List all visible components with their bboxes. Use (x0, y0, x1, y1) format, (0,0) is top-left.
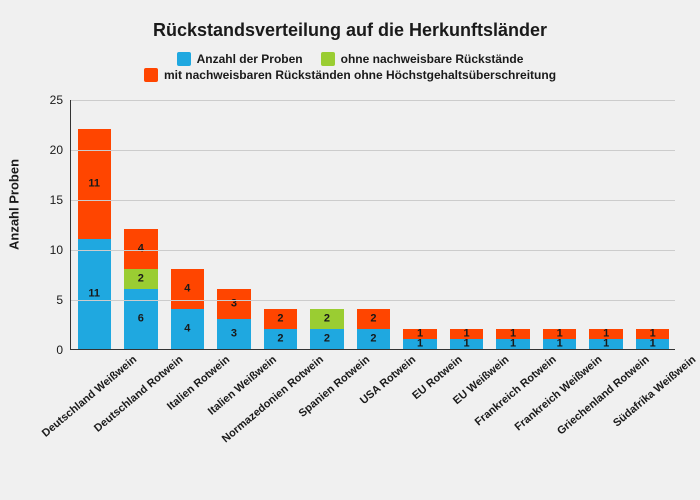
bar-value-label: 4 (171, 324, 205, 335)
bar-value-label: 1 (403, 329, 437, 340)
y-tick-label: 10 (50, 243, 71, 257)
legend-item-mit: mit nachweisbaren Rückständen ohne Höchs… (144, 68, 556, 82)
y-axis-label: Anzahl Proben (7, 159, 22, 250)
y-tick-label: 20 (50, 143, 71, 157)
grid-line (71, 150, 675, 151)
legend-item-proben: Anzahl der Proben (177, 52, 303, 66)
bar-value-label: 2 (264, 334, 298, 345)
legend-label: Anzahl der Proben (197, 52, 303, 66)
grid-line (71, 300, 675, 301)
bar-value-label: 2 (357, 314, 391, 325)
bar-value-label: 1 (589, 339, 623, 350)
legend-label: ohne nachweisbare Rückstände (341, 52, 524, 66)
legend-item-ohne: ohne nachweisbare Rückstände (321, 52, 524, 66)
legend-label: mit nachweisbaren Rückständen ohne Höchs… (164, 68, 556, 82)
grid-line (71, 100, 675, 101)
y-tick-label: 0 (56, 343, 71, 357)
bar-value-label: 2 (310, 334, 344, 345)
legend-swatch-icon (144, 68, 158, 82)
bar-value-label: 11 (78, 179, 112, 190)
grid-line (71, 250, 675, 251)
bar-value-label: 2 (310, 314, 344, 325)
bar-value-label: 1 (636, 339, 670, 350)
bar-value-label: 1 (450, 339, 484, 350)
bar-value-label: 6 (124, 314, 158, 325)
bar-value-label: 4 (124, 244, 158, 255)
bar-value-label: 1 (589, 329, 623, 340)
x-tick-label: Südafrika Weißwein (607, 349, 698, 429)
bars-layer: 1111Deutschland Weißwein624Deutschland R… (71, 100, 675, 349)
bar-value-label: 1 (636, 329, 670, 340)
y-tick-label: 15 (50, 193, 71, 207)
chart-title: Rückstandsverteilung auf die Herkunftslä… (0, 20, 700, 41)
chart-container: Rückstandsverteilung auf die Herkunftslä… (0, 0, 700, 500)
bar-value-label: 2 (264, 314, 298, 325)
bar-value-label: 1 (403, 339, 437, 350)
legend-swatch-icon (177, 52, 191, 66)
grid-line (71, 200, 675, 201)
y-tick-label: 5 (56, 293, 71, 307)
y-tick-label: 25 (50, 93, 71, 107)
chart-legend: Anzahl der Proben ohne nachweisbare Rücks… (0, 52, 700, 84)
bar-value-label: 1 (543, 329, 577, 340)
bar-value-label: 1 (450, 329, 484, 340)
bar-value-label: 1 (496, 339, 530, 350)
legend-swatch-icon (321, 52, 335, 66)
bar-value-label: 4 (171, 284, 205, 295)
bar-value-label: 1 (496, 329, 530, 340)
bar-value-label: 1 (543, 339, 577, 350)
bar-value-label: 3 (217, 329, 251, 340)
bar-value-label: 2 (124, 274, 158, 285)
bar-value-label: 11 (78, 289, 112, 300)
bar-value-label: 2 (357, 334, 391, 345)
plot-area: 1111Deutschland Weißwein624Deutschland R… (70, 100, 675, 350)
